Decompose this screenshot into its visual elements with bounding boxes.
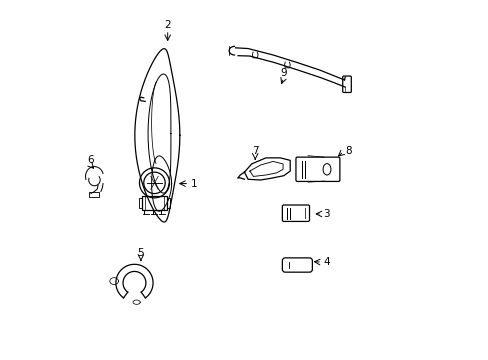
Text: 6: 6 <box>87 156 93 165</box>
Bar <box>89 192 99 197</box>
Bar <box>167 198 170 208</box>
Text: 7: 7 <box>251 147 258 157</box>
Text: 9: 9 <box>280 68 286 78</box>
Text: 1: 1 <box>191 179 198 189</box>
Text: 2: 2 <box>164 19 171 30</box>
Text: 3: 3 <box>323 209 329 219</box>
Text: 4: 4 <box>323 257 329 267</box>
Text: 5: 5 <box>137 248 144 258</box>
Bar <box>142 196 167 210</box>
Text: 8: 8 <box>344 147 351 157</box>
Bar <box>139 198 142 208</box>
